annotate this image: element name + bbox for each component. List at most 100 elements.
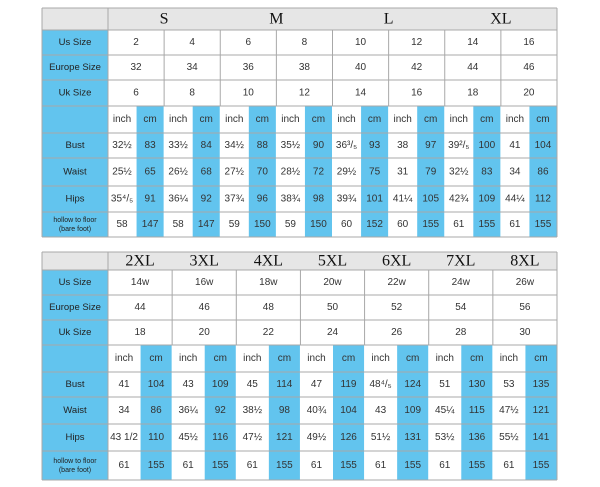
cell: 41¼ [393,193,413,205]
cell: 121 [533,405,550,416]
row-label: (bare foot) [59,226,91,233]
cell: 79 [425,167,437,178]
row-label: hollow to floor [53,217,97,224]
cell: 24 [327,327,339,338]
cell: 44 [135,302,147,313]
unit-label: cm [406,353,419,364]
cell: 12 [411,37,423,48]
cell: 44¼ [505,193,525,205]
cell: 59 [229,219,241,230]
cell: 152 [366,219,383,230]
cell: 45½ [178,432,198,443]
row-label: Us Size [59,277,92,288]
cell: 84 [201,140,213,151]
cell: 121 [276,432,293,443]
row-label: Waist [63,167,87,178]
cell: 61 [183,460,195,471]
cell: 43 1/2 [110,432,138,443]
cell: 110 [148,432,164,443]
cell: 112 [535,194,551,205]
cell: 42¾ [449,194,469,205]
cell: 36¼ [168,193,188,205]
cm-column [268,345,301,480]
cell: 18 [467,88,479,99]
cell: 136 [468,432,485,443]
cell: 39¾ [337,194,357,205]
cell: 18 [135,327,147,338]
cell: 86 [151,405,163,416]
cell: 51 [439,379,451,390]
cell: 41 [118,379,130,390]
cm-column [136,106,165,237]
cell: 46 [199,302,211,313]
cell: 109 [404,405,421,416]
cell: 8 [189,88,195,99]
unit-label: cm [149,353,162,364]
cm-column [528,106,557,237]
cell: 93 [369,140,381,151]
row-label: Hips [65,432,84,443]
cell: 119 [341,379,357,390]
row-label: Uk Size [59,327,92,338]
cell: 6 [246,37,252,48]
cell: 155 [535,219,552,230]
cell: 32½ [449,167,469,178]
cell: 28 [455,327,467,338]
cell: 55½ [499,432,519,443]
cell: 32½ [112,140,132,151]
unit-label: inch [307,353,325,364]
cell: 48 [263,302,275,313]
cell: 155 [276,460,293,471]
unit-label: inch [169,114,187,125]
cell: 36¼ [178,404,198,416]
cell: 155 [212,460,229,471]
row-label: Hips [65,194,84,205]
cell: 38½ [243,405,263,416]
cell: 26 [391,327,403,338]
cell: 51½ [371,432,391,443]
cell: 60 [397,219,409,230]
size-label: 6XL [382,253,411,270]
cell: 45¼ [435,404,455,416]
cell: 25½ [112,167,132,178]
cell: 28½ [281,167,301,178]
cell: 18w [259,277,278,288]
row-label: Waist [63,405,87,416]
cell: 16 [523,37,535,48]
cell: 35⁴/₅ [111,194,133,205]
cell: 61 [509,219,521,230]
cell: 2 [133,37,139,48]
cell: 61 [375,460,387,471]
cell: 116 [212,432,228,443]
unit-label: inch [393,114,411,125]
size-label: 4XL [254,253,283,270]
cell: 50 [327,302,339,313]
cell: 124 [404,379,421,390]
unit-label: cm [342,353,355,364]
cell: 29½ [337,167,357,178]
label-column [42,270,108,480]
cell: 90 [313,140,325,151]
cell: 61 [439,460,451,471]
cell: 14 [355,88,367,99]
cell: 104 [535,140,552,151]
cell: 10 [243,88,255,99]
cell: 126 [340,432,357,443]
cell: 75 [369,167,381,178]
cell: 92 [215,405,227,416]
cell: 40¾ [307,405,327,416]
cm-column [248,106,277,237]
cell: 47½ [243,432,263,443]
cell: 38 [397,140,409,151]
cell: 98 [313,194,325,205]
cell: 61 [311,460,323,471]
unit-label: inch [243,353,261,364]
unit-label: cm [470,353,483,364]
unit-label: inch [179,353,197,364]
cell: 70 [257,167,269,178]
cell: 46 [523,62,535,73]
cell: 12 [299,88,311,99]
cell: 100 [479,140,496,151]
cell: 72 [313,167,325,178]
cell: 43 [183,379,195,390]
